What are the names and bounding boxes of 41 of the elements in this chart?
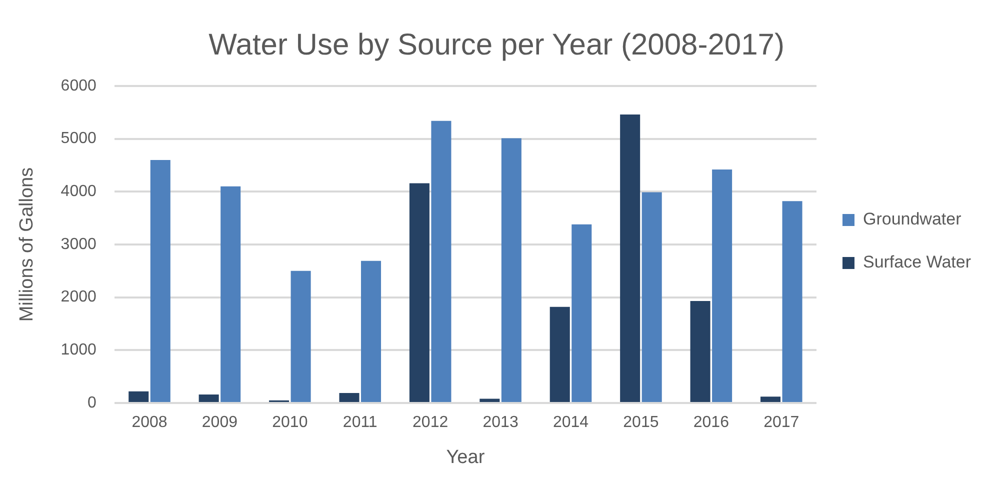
bar <box>360 260 382 402</box>
bar <box>128 391 149 402</box>
x-tick-label: 2008 <box>132 414 168 432</box>
bar <box>431 120 452 402</box>
x-tick-label: 2017 <box>764 414 800 432</box>
bar <box>220 186 241 402</box>
x-axis-title: Year <box>446 446 486 468</box>
bar <box>712 169 732 402</box>
bar <box>782 201 802 402</box>
y-tick-label: 6000 <box>60 77 96 94</box>
bar <box>760 396 781 402</box>
x-tick-label: 2016 <box>693 414 730 432</box>
bar <box>198 394 219 402</box>
bar <box>150 160 170 402</box>
y-tick-label: 3000 <box>60 236 96 253</box>
bar <box>690 301 710 402</box>
x-tick-label: 2009 <box>202 414 238 432</box>
y-tick-label: 2000 <box>60 288 96 306</box>
y-axis-title: Millions of Gallons <box>16 167 38 322</box>
bar <box>339 392 360 402</box>
y-tick-label: 1000 <box>60 342 96 359</box>
x-tick-label: 2010 <box>272 414 308 432</box>
bar <box>480 398 500 402</box>
x-tick-label: 2012 <box>412 414 448 432</box>
legend-label: Groundwater <box>862 210 962 229</box>
bar <box>550 306 570 402</box>
y-tick-label: 0 <box>87 394 96 412</box>
y-tick-label: 4000 <box>60 183 96 200</box>
bar <box>620 114 640 402</box>
x-tick-label: 2013 <box>482 414 518 432</box>
x-tick-label: 2015 <box>623 414 659 432</box>
y-tick-label: 5000 <box>60 130 96 148</box>
chart-title: Water Use by Source per Year (2008-2017) <box>208 28 784 62</box>
bar <box>572 224 592 402</box>
bar <box>409 183 430 402</box>
bar <box>501 138 522 402</box>
legend-label: Surface Water <box>862 252 972 272</box>
x-tick-label: 2011 <box>342 414 378 432</box>
x-tick-label: 2014 <box>552 414 589 432</box>
bar <box>642 192 662 402</box>
bar <box>290 270 311 402</box>
